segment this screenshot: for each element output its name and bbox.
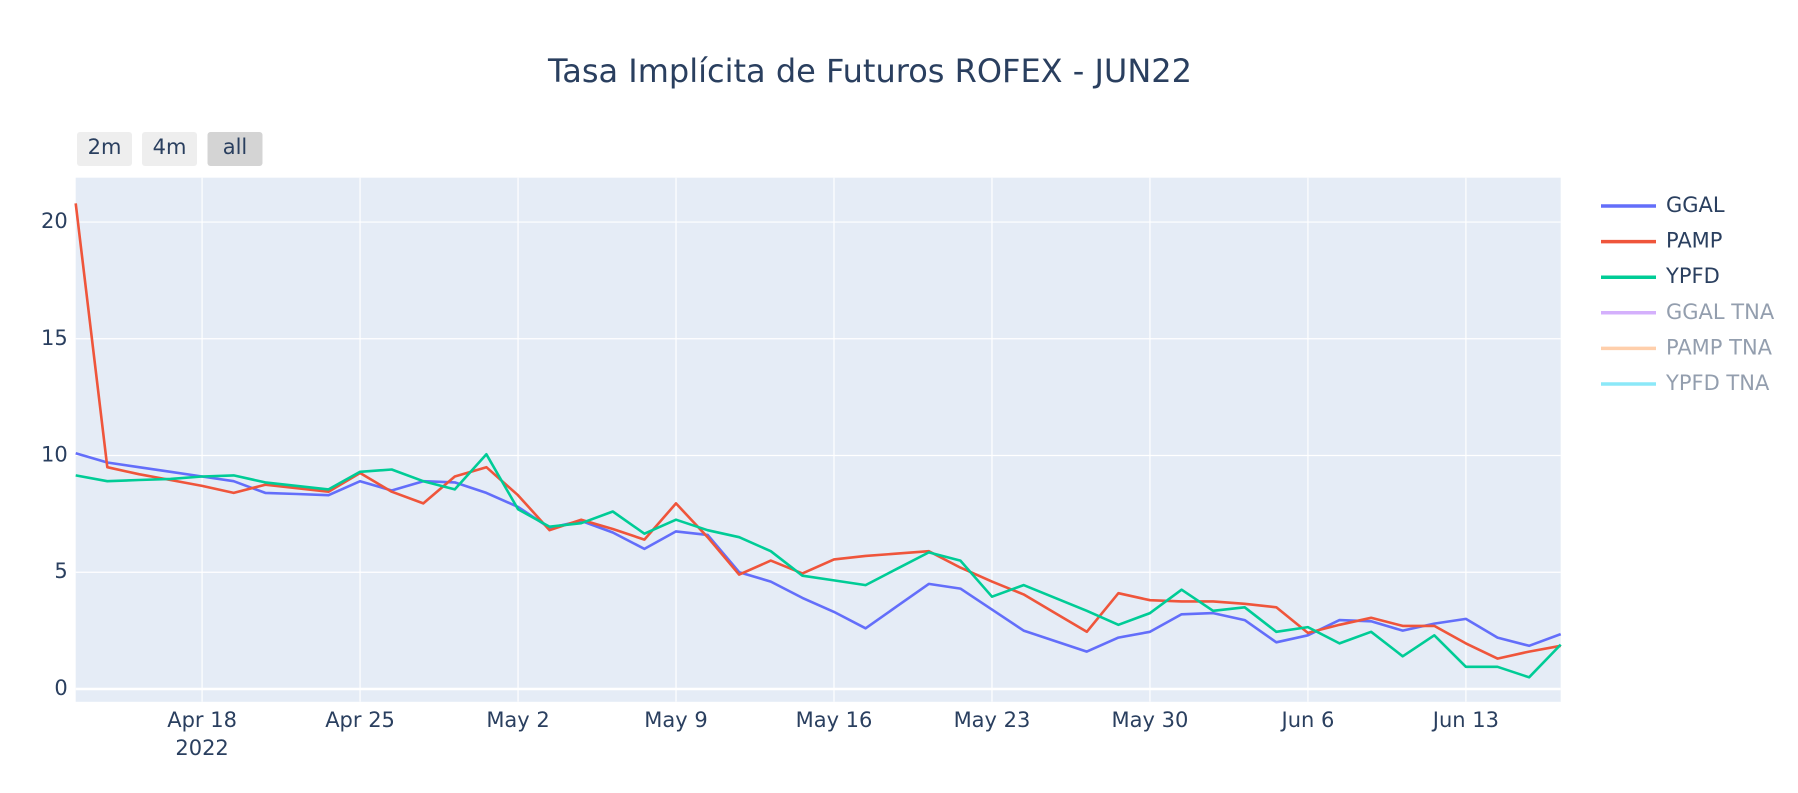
x-tick-label: Apr 25 <box>325 708 395 732</box>
legend-item[interactable]: PAMP TNA <box>1601 335 1773 359</box>
legend-item[interactable]: GGAL <box>1601 193 1725 217</box>
series-line <box>75 453 1562 679</box>
button-label: all <box>223 135 248 159</box>
legend-item[interactable]: YPFD <box>1601 264 1720 288</box>
legend-label: YPFD <box>1665 264 1720 288</box>
y-tick-label: 10 <box>41 443 68 467</box>
legend-item[interactable]: GGAL TNA <box>1601 300 1775 324</box>
y-tick-label: 5 <box>54 559 67 583</box>
button-label: 2m <box>88 135 122 159</box>
button-label: 4m <box>153 135 187 159</box>
range-button[interactable]: 2m <box>77 132 132 166</box>
x-tick-label: May 16 <box>796 708 873 732</box>
x-tick-label: Apr 18 <box>167 708 237 732</box>
x-tick-label: May 9 <box>644 708 707 732</box>
y-tick-label: 20 <box>41 209 68 233</box>
x-tick-label: Jun 6 <box>1280 708 1335 732</box>
x-tick-year: 2022 <box>175 736 228 760</box>
button-bg <box>142 132 197 166</box>
x-tick-label: May 2 <box>486 708 549 732</box>
legend-item[interactable]: YPFD TNA <box>1601 371 1770 395</box>
x-tick-label: Jun 13 <box>1431 708 1499 732</box>
legend-label: PAMP TNA <box>1666 335 1773 359</box>
y-tick-label: 0 <box>54 676 67 700</box>
chart-title: Tasa Implícita de Futuros ROFEX - JUN22 <box>547 52 1192 90</box>
button-bg <box>207 132 263 166</box>
x-tick-label: May 23 <box>954 708 1031 732</box>
range-button[interactable]: 4m <box>142 132 197 166</box>
range-button[interactable]: all <box>207 132 263 166</box>
legend-label: GGAL <box>1666 193 1725 217</box>
button-bg <box>77 132 132 166</box>
series-line <box>74 203 1561 660</box>
y-tick-label: 15 <box>41 326 68 350</box>
legend-label: PAMP <box>1666 229 1722 253</box>
legend-label: GGAL TNA <box>1666 300 1775 324</box>
plot-area <box>75 177 1561 702</box>
legend-item[interactable]: PAMP <box>1601 229 1722 253</box>
legend-label: YPFD TNA <box>1665 371 1770 395</box>
x-tick-label: May 30 <box>1112 708 1189 732</box>
